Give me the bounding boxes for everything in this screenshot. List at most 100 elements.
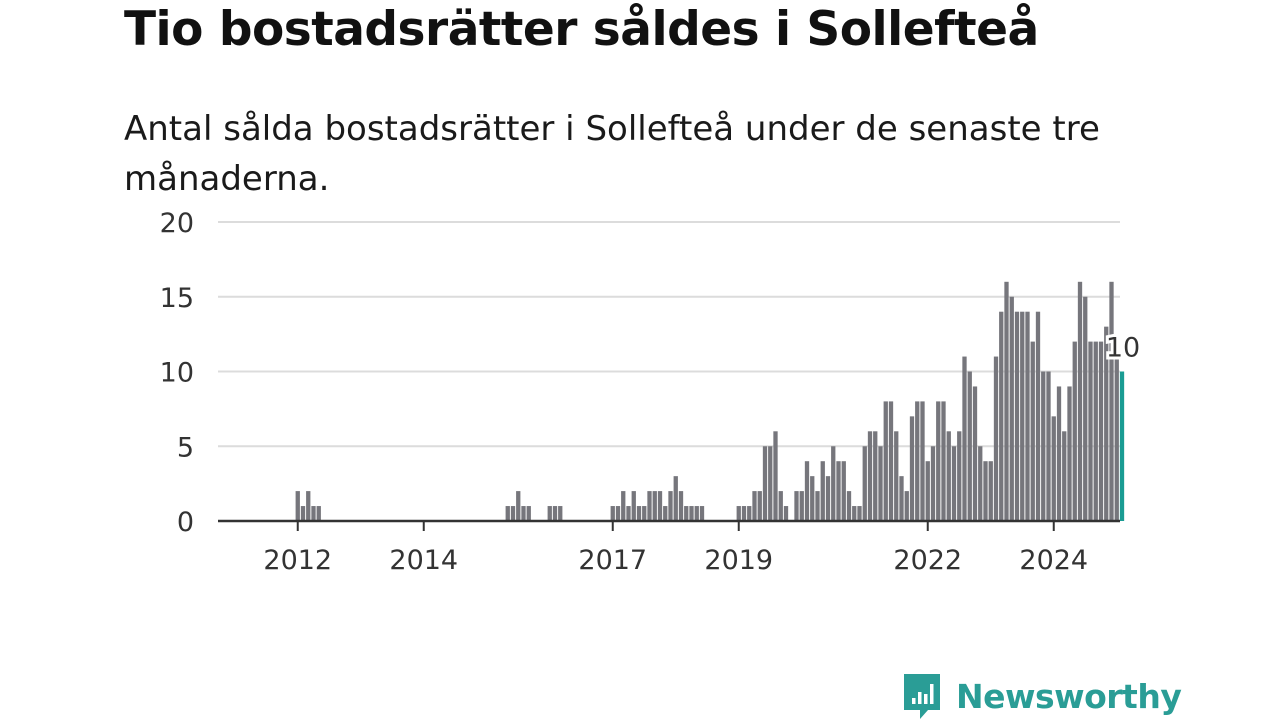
bar bbox=[1056, 386, 1062, 521]
bar bbox=[689, 506, 694, 521]
bar bbox=[521, 506, 526, 521]
bar bbox=[663, 506, 668, 521]
bar bbox=[852, 506, 857, 521]
bar bbox=[883, 401, 888, 521]
bar bbox=[972, 386, 978, 521]
bar bbox=[668, 491, 673, 521]
bar bbox=[778, 491, 783, 521]
bar bbox=[736, 506, 741, 521]
bar bbox=[867, 431, 873, 521]
bar bbox=[783, 506, 789, 521]
bar bbox=[1014, 311, 1020, 521]
bar bbox=[300, 506, 306, 521]
bar bbox=[626, 506, 631, 521]
bar bbox=[799, 491, 804, 521]
bar bbox=[831, 446, 836, 521]
bar bbox=[862, 446, 867, 521]
bar bbox=[1093, 341, 1098, 521]
bar bbox=[873, 431, 878, 521]
bar bbox=[1067, 386, 1072, 521]
bar bbox=[946, 431, 951, 521]
bar bbox=[925, 461, 930, 521]
highlight-value-label: 10 bbox=[1106, 333, 1140, 364]
page-subtitle: Antal sålda bostadsrätter i Sollefteå un… bbox=[124, 109, 1100, 199]
bar bbox=[516, 491, 521, 521]
bar bbox=[936, 401, 941, 521]
bar bbox=[888, 401, 894, 521]
bar bbox=[967, 371, 972, 521]
bar bbox=[1030, 341, 1035, 521]
bar bbox=[694, 506, 699, 521]
bar bbox=[505, 506, 510, 521]
bar bbox=[768, 446, 773, 521]
bar bbox=[510, 506, 516, 521]
bar bbox=[836, 461, 841, 521]
gridlines bbox=[218, 221, 1120, 448]
bar bbox=[1109, 281, 1114, 521]
bar bbox=[915, 401, 920, 521]
bar bbox=[1088, 341, 1093, 521]
bar bbox=[526, 506, 531, 521]
bar bbox=[857, 506, 862, 521]
bar bbox=[647, 491, 652, 521]
bar bbox=[684, 506, 689, 521]
bar bbox=[1035, 311, 1041, 521]
bar bbox=[983, 461, 988, 521]
bar bbox=[988, 461, 993, 521]
y-tick-label: 15 bbox=[160, 283, 194, 314]
y-tick-label: 20 bbox=[160, 208, 194, 239]
bar bbox=[631, 491, 636, 521]
x-tick-label: 2017 bbox=[578, 545, 647, 576]
bar bbox=[951, 446, 957, 521]
bar bbox=[1041, 371, 1046, 521]
bar bbox=[636, 506, 642, 521]
bar bbox=[820, 461, 825, 521]
bar bbox=[699, 506, 705, 521]
bar bbox=[825, 476, 831, 521]
x-tick-label: 2022 bbox=[893, 545, 962, 576]
bar bbox=[930, 446, 936, 521]
bar bbox=[678, 491, 684, 521]
bar bbox=[306, 491, 311, 521]
bar bbox=[1083, 296, 1088, 521]
bar bbox=[652, 491, 657, 521]
bar bbox=[1009, 296, 1014, 521]
bar bbox=[295, 491, 300, 521]
bar bbox=[762, 446, 768, 521]
bar bbox=[615, 506, 621, 521]
bar bbox=[1025, 311, 1030, 521]
bar bbox=[920, 401, 925, 521]
y-tick-label: 0 bbox=[177, 507, 194, 538]
page-title: Tio bostadsrätter såldes i Sollefteå bbox=[124, 2, 1039, 57]
y-tick-label: 5 bbox=[177, 432, 194, 463]
x-tick-label: 2019 bbox=[704, 545, 773, 576]
bars bbox=[295, 281, 1125, 521]
bar bbox=[547, 506, 552, 521]
bar bbox=[673, 476, 678, 521]
axes bbox=[218, 519, 1120, 531]
bar bbox=[993, 356, 999, 521]
x-tick-label: 2024 bbox=[1019, 545, 1088, 576]
labels: 0 5 10 15 20 2012 2014 2017 2019 2022 2024 10 bbox=[160, 208, 1144, 576]
brand-logo: Newsworthy bbox=[902, 670, 1182, 722]
bar bbox=[941, 401, 946, 521]
newsworthy-logo-icon bbox=[904, 674, 940, 719]
brand-name: Newsworthy bbox=[956, 676, 1182, 716]
bar bbox=[1046, 371, 1051, 521]
bar bbox=[846, 491, 852, 521]
bar bbox=[752, 491, 757, 521]
bar bbox=[610, 506, 615, 521]
bar bbox=[642, 506, 647, 521]
bar bbox=[899, 476, 904, 521]
bar-highlight bbox=[1119, 371, 1125, 521]
bar bbox=[1114, 356, 1119, 521]
bar bbox=[1051, 416, 1056, 521]
bar bbox=[773, 431, 778, 521]
bar bbox=[1077, 281, 1083, 521]
bar bbox=[657, 491, 663, 521]
bar bbox=[1062, 431, 1067, 521]
y-tick-label: 10 bbox=[160, 358, 194, 389]
bar bbox=[978, 446, 983, 521]
bar bbox=[794, 491, 799, 521]
